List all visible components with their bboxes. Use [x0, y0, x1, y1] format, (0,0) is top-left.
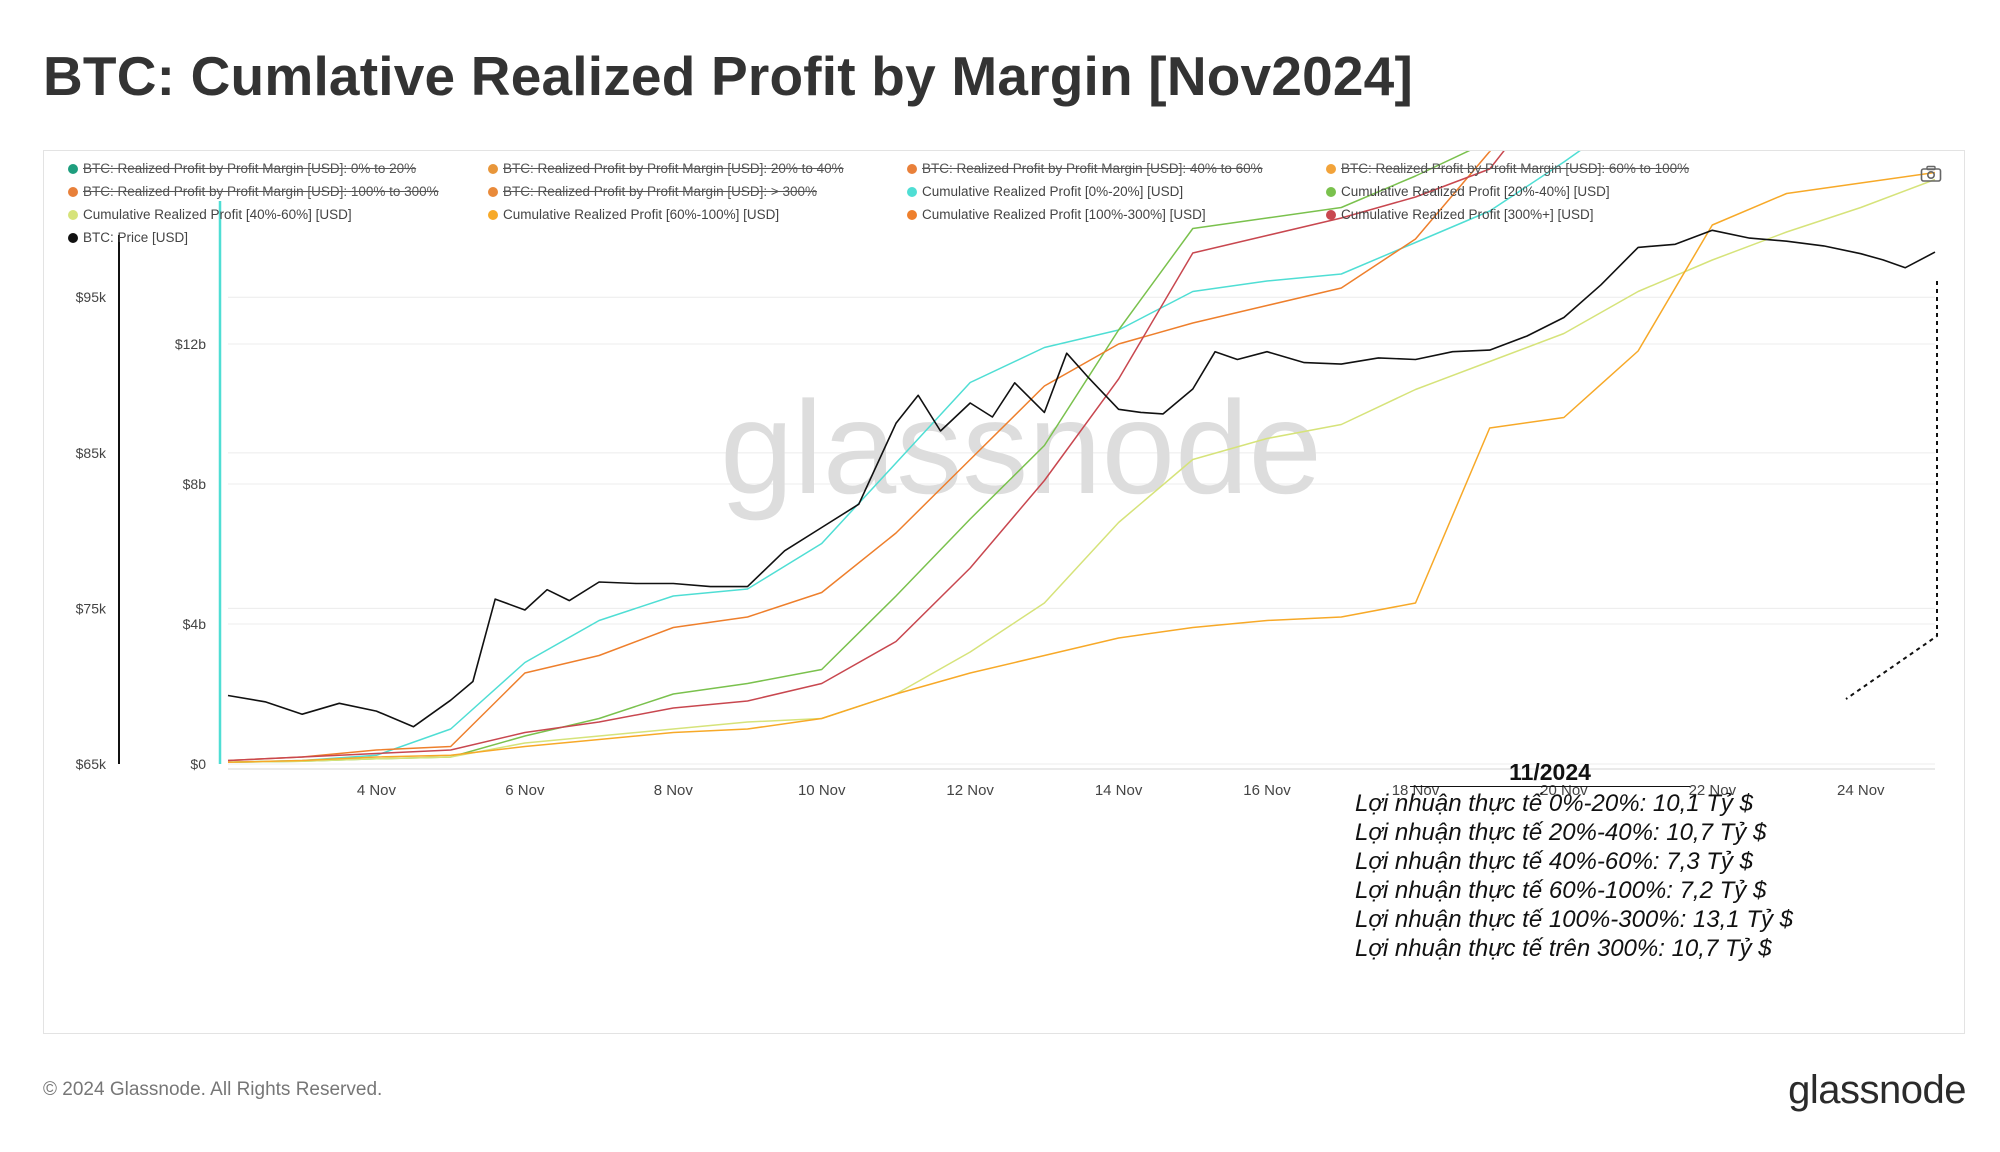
x-tick-label: 14 Nov: [1095, 782, 1143, 799]
series-lines: [227, 151, 1936, 764]
chart-panel: glassnode $65k $75k $85k $95k $0 $4b $8b $12b …: [43, 150, 1965, 1034]
legend-label: BTC: Realized Profit by Profit Margin [U…: [83, 184, 439, 199]
price-axis-ticks: $65k $75k $85k $95k: [76, 289, 107, 772]
annotation-line: Lợi nhuận thực tế 100%-300%: 13,1 Tỷ $: [1355, 906, 1793, 933]
legend-label: Cumulative Realized Profit [20%-40%] [US…: [1341, 184, 1610, 199]
watermark-text: glassnode: [720, 374, 1322, 521]
legend-item[interactable]: BTC: Realized Profit by Profit Margin [U…: [907, 161, 1263, 176]
legend-item[interactable]: Cumulative Realized Profit [300%+] [USD]: [1326, 207, 1594, 222]
legend-label: Cumulative Realized Profit [0%-20%] [USD…: [922, 184, 1184, 199]
x-tick-label: 22 Nov: [1689, 782, 1737, 799]
x-tick-label: 4 Nov: [357, 782, 397, 799]
annotation-line: Lợi nhuận thực tế 40%-60%: 7,3 Tỷ $: [1355, 848, 1753, 875]
profit-tick-label: $8b: [183, 476, 207, 492]
legend-item[interactable]: Cumulative Realized Profit [40%-60%] [US…: [68, 207, 352, 222]
brand-logo: glassnode: [1788, 1068, 1966, 1112]
legend-label: BTC: Realized Profit by Profit Margin [U…: [1341, 161, 1690, 176]
legend-label: BTC: Realized Profit by Profit Margin [U…: [83, 161, 417, 176]
profit-axis-ticks: $0 $4b $8b $12b: [175, 336, 206, 772]
price-tick-label: $85k: [76, 445, 107, 461]
x-tick-label: 6 Nov: [505, 782, 545, 799]
x-tick-label: 24 Nov: [1837, 782, 1885, 799]
price-tick-label: $75k: [76, 600, 107, 616]
legend-item[interactable]: BTC: Realized Profit by Profit Margin [U…: [68, 161, 416, 176]
annotation-underline: [1410, 786, 1690, 787]
camera-icon[interactable]: [1920, 165, 1942, 183]
legend-dot: [907, 209, 917, 220]
legend-dot: [1326, 186, 1336, 197]
legend-label: Cumulative Realized Profit [300%+] [USD]: [1341, 207, 1594, 222]
profit-tick-label: $12b: [175, 336, 206, 352]
legend-dot: [488, 186, 498, 197]
legend-dot: [68, 209, 78, 220]
series-line: [227, 171, 1936, 764]
x-tick-label: 10 Nov: [798, 782, 846, 799]
legend-label: Cumulative Realized Profit [40%-60%] [US…: [83, 207, 352, 222]
series-line: [227, 178, 1936, 764]
annotation-line: Lợi nhuận thực tế 0%-20%: 10,1 Tỷ $: [1355, 790, 1753, 817]
legend-label: Cumulative Realized Profit [100%-300%] […: [922, 207, 1206, 222]
chart-svg: glassnode $65k$75k$85k$95k $0$4b$8b$12b …: [76, 151, 1938, 799]
series-line: [227, 151, 1581, 764]
legend-dot: [1326, 163, 1336, 174]
legend-dot: [68, 232, 78, 243]
profit-tick-label: $4b: [183, 616, 207, 632]
legend-item[interactable]: Cumulative Realized Profit [100%-300%] […: [907, 207, 1206, 222]
legend-dot: [68, 163, 78, 174]
legend-dot: [488, 163, 498, 174]
annotation-leader-line: [1845, 281, 1938, 700]
series-line: [227, 229, 1936, 728]
annotation-line: Lợi nhuận thực tế 60%-100%: 7,2 Tỷ $: [1355, 877, 1767, 904]
legend-label: BTC: Realized Profit by Profit Margin [U…: [503, 184, 817, 199]
series-line: [227, 151, 1491, 762]
legend-item[interactable]: Cumulative Realized Profit [0%-20%] [USD…: [907, 184, 1183, 199]
annotation-line: Lợi nhuận thực tế trên 300%: 10,7 Tỷ $: [1355, 935, 1772, 962]
legend-dot: [488, 209, 498, 220]
x-tick-label: 8 Nov: [654, 782, 694, 799]
gridlines: [228, 296, 1935, 765]
legend-item[interactable]: Cumulative Realized Profit [60%-100%] [U…: [488, 207, 779, 222]
annotation-box: 11/2024 Lợi nhuận thực tế 0%-20%: 10,1 T…: [1355, 758, 1793, 963]
copyright-text: © 2024 Glassnode. All Rights Reserved.: [43, 1079, 383, 1100]
legend-item[interactable]: BTC: Realized Profit by Profit Margin [U…: [1326, 161, 1689, 176]
legend-label: BTC: Price [USD]: [83, 230, 189, 245]
legend-label: BTC: Realized Profit by Profit Margin [U…: [503, 161, 844, 176]
legend: BTC: Realized Profit by Profit Margin [U…: [68, 161, 1888, 253]
annotation-line: Lợi nhuận thực tế 20%-40%: 10,7 Tỷ $: [1355, 819, 1767, 846]
legend-dot: [68, 186, 78, 197]
profit-tick-label: $0: [190, 756, 206, 772]
annotation-title: 11/2024: [1509, 759, 1591, 785]
legend-label: Cumulative Realized Profit [60%-100%] [U…: [503, 207, 780, 222]
legend-dot: [907, 186, 917, 197]
legend-item[interactable]: BTC: Realized Profit by Profit Margin [U…: [68, 184, 439, 199]
series-line: [227, 151, 1471, 764]
legend-item[interactable]: BTC: Realized Profit by Profit Margin [U…: [488, 184, 817, 199]
chart-title: BTC: Cumlative Realized Profit by Margin…: [43, 45, 1413, 107]
legend-dot: [907, 163, 917, 174]
x-tick-label: 12 Nov: [946, 782, 994, 799]
legend-dot: [1326, 209, 1336, 220]
legend-label: BTC: Realized Profit by Profit Margin [U…: [922, 161, 1263, 176]
x-tick-label: 16 Nov: [1243, 782, 1291, 799]
series-line: [227, 151, 1505, 762]
price-tick-label: $95k: [76, 289, 107, 305]
legend-item[interactable]: BTC: Realized Profit by Profit Margin [U…: [488, 161, 844, 176]
price-tick-label: $65k: [76, 756, 107, 772]
legend-item[interactable]: Cumulative Realized Profit [20%-40%] [US…: [1326, 184, 1610, 199]
legend-item[interactable]: BTC: Price [USD]: [68, 230, 188, 245]
